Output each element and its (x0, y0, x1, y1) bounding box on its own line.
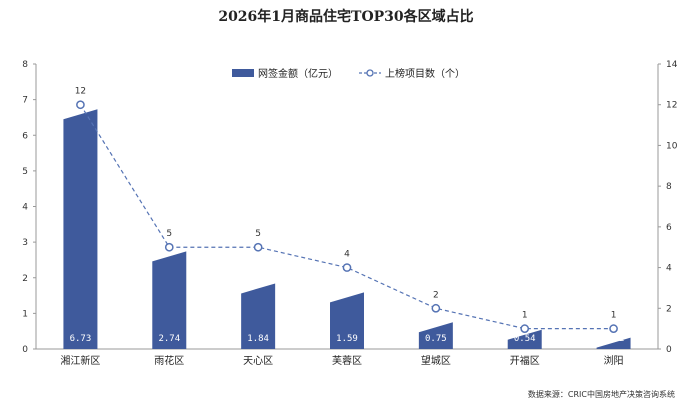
left-tick-label: 4 (22, 203, 28, 213)
bar (418, 322, 453, 349)
line-series: 12 5 5 4 2 1 1 (75, 87, 618, 333)
bar-value-label: 2.74 (158, 334, 180, 344)
line-point (520, 324, 530, 333)
right-tick-label: 2 (666, 304, 672, 314)
category-label: 雨花区 (154, 354, 184, 367)
category-label: 开福区 (510, 354, 540, 367)
bar-value-label: 6.73 (70, 334, 92, 344)
line-point (253, 242, 263, 252)
bar (507, 329, 542, 349)
right-tick-label: 6 (666, 223, 672, 233)
left-tick-label: 7 (22, 96, 28, 106)
left-tick-label: 1 (22, 309, 28, 319)
line-point (76, 100, 85, 110)
line-value-label: 2 (433, 290, 439, 300)
line-point (342, 263, 352, 272)
left-tick-label: 5 (22, 167, 28, 177)
bar (241, 283, 276, 349)
legend-line-label: 上榜项目数（个） (385, 67, 465, 80)
left-tick-label: 2 (22, 274, 28, 284)
legend-line-marker (366, 69, 374, 77)
line-value-label: 1 (611, 311, 617, 321)
right-tick-label: 10 (666, 141, 678, 151)
bar-value-label: 0.54 (514, 334, 536, 344)
line-value-label: 5 (255, 229, 261, 239)
line-point (431, 303, 441, 313)
bar (152, 251, 187, 349)
line-point (609, 324, 618, 333)
bar-value-label: 1.84 (247, 334, 269, 344)
bar-value-label: 0.75 (425, 334, 447, 344)
category-labels: 湘江新区 雨花区 天心区 芙蓉区 望城区 开福区 浏阳 (60, 354, 623, 367)
bar (596, 337, 631, 349)
source-note: 数据来源：CRIC中国房地产决策咨询系统 (528, 389, 675, 399)
right-tick-label: 12 (666, 101, 677, 111)
line-point (164, 242, 174, 252)
left-tick-label: 0 (22, 345, 28, 355)
bar-value-label: 0.32 (603, 334, 625, 344)
category-label: 浏阳 (604, 354, 624, 367)
legend-bar-swatch (232, 69, 254, 77)
left-tick-label: 3 (22, 238, 28, 248)
left-tick-label: 8 (22, 60, 28, 70)
line-value-label: 12 (75, 87, 86, 97)
right-tick-label: 8 (666, 182, 672, 192)
line-value-label: 1 (522, 311, 528, 321)
line-value-label: 5 (166, 229, 172, 239)
bar (63, 109, 98, 350)
category-label: 湘江新区 (60, 354, 100, 367)
line-value-label: 4 (344, 250, 350, 260)
right-tick-label: 4 (666, 264, 672, 274)
category-label: 天心区 (243, 355, 273, 367)
bar-series: 6.73 2.74 1.84 1.59 0.75 0.54 0.32 (63, 109, 631, 350)
right-tick-label: 0 (666, 345, 672, 355)
left-tick-label: 6 (22, 131, 28, 141)
category-label: 望城区 (421, 354, 451, 367)
bar-value-label: 1.59 (336, 334, 358, 344)
category-label: 芙蓉区 (332, 354, 362, 367)
right-tick-label: 14 (666, 60, 678, 70)
bar (330, 292, 364, 349)
chart-title: 2026年1月商品住宅TOP30各区域占比 (218, 8, 473, 25)
legend: 网签金额（亿元） 上榜项目数（个） (232, 67, 465, 80)
legend-bar-label: 网签金额（亿元） (258, 67, 338, 80)
